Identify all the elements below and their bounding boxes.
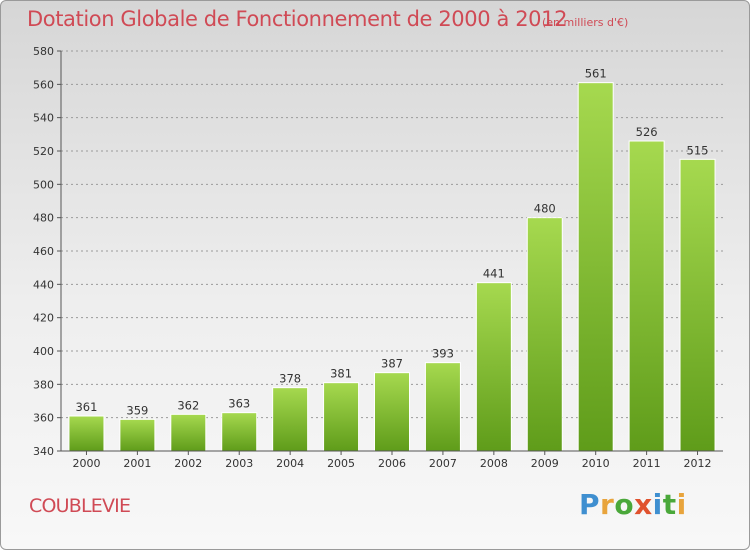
data-label: 387 <box>381 357 403 371</box>
bar <box>221 412 258 452</box>
bar <box>577 82 614 452</box>
y-tick-label: 360 <box>33 412 54 425</box>
data-label: 378 <box>279 372 301 386</box>
x-tick-label: 2008 <box>480 457 508 470</box>
y-tick-label: 480 <box>33 212 54 225</box>
data-label: 480 <box>534 202 556 216</box>
x-tick-label: 2010 <box>582 457 610 470</box>
bar <box>679 158 716 452</box>
bar <box>170 413 207 452</box>
x-tick-label: 2007 <box>429 457 457 470</box>
y-tick-label: 440 <box>33 278 54 291</box>
x-tick-label: 2005 <box>327 457 355 470</box>
chart-title: Dotation Globale de Fonctionnement de 20… <box>27 7 568 31</box>
x-tick-label: 2004 <box>276 457 304 470</box>
y-tick-label: 520 <box>33 145 54 158</box>
x-tick-label: 2009 <box>531 457 559 470</box>
y-tick-label: 400 <box>33 345 54 358</box>
bar <box>272 387 309 452</box>
y-tick-label: 560 <box>33 78 54 91</box>
x-tick-label: 2002 <box>174 457 202 470</box>
data-label: 359 <box>126 403 148 417</box>
y-tick-label: 380 <box>33 378 54 391</box>
bar <box>68 415 105 452</box>
x-tick-label: 2001 <box>123 457 151 470</box>
data-label: 363 <box>228 397 250 411</box>
x-tick-label: 2003 <box>225 457 253 470</box>
bar <box>374 372 410 452</box>
bar <box>628 140 665 452</box>
data-label: 361 <box>75 400 97 414</box>
bar <box>119 418 156 452</box>
bar <box>475 282 512 452</box>
data-label: 526 <box>636 125 658 139</box>
y-tick-label: 420 <box>33 312 54 325</box>
y-tick-label: 580 <box>33 45 54 58</box>
y-tick-label: 540 <box>33 112 54 125</box>
bar <box>424 362 461 452</box>
data-label: 381 <box>330 367 352 381</box>
data-label: 561 <box>585 67 607 81</box>
x-tick-label: 2000 <box>72 457 100 470</box>
data-label: 515 <box>687 143 709 157</box>
proxiti-logo: Proxiti <box>579 488 687 521</box>
x-tick-label: 2012 <box>684 457 712 470</box>
x-tick-label: 2011 <box>633 457 661 470</box>
bar <box>526 217 563 452</box>
y-tick-label: 500 <box>33 178 54 191</box>
y-tick-label: 460 <box>33 245 54 258</box>
y-tick-label: 340 <box>33 445 54 458</box>
data-label: 393 <box>432 347 454 361</box>
data-label: 362 <box>177 398 199 412</box>
chart-unit: (en milliers d'€) <box>542 16 629 29</box>
data-label: 441 <box>483 267 505 281</box>
x-tick-label: 2006 <box>378 457 406 470</box>
bar <box>323 382 360 452</box>
city-name: COUBLEVIE <box>29 495 131 517</box>
